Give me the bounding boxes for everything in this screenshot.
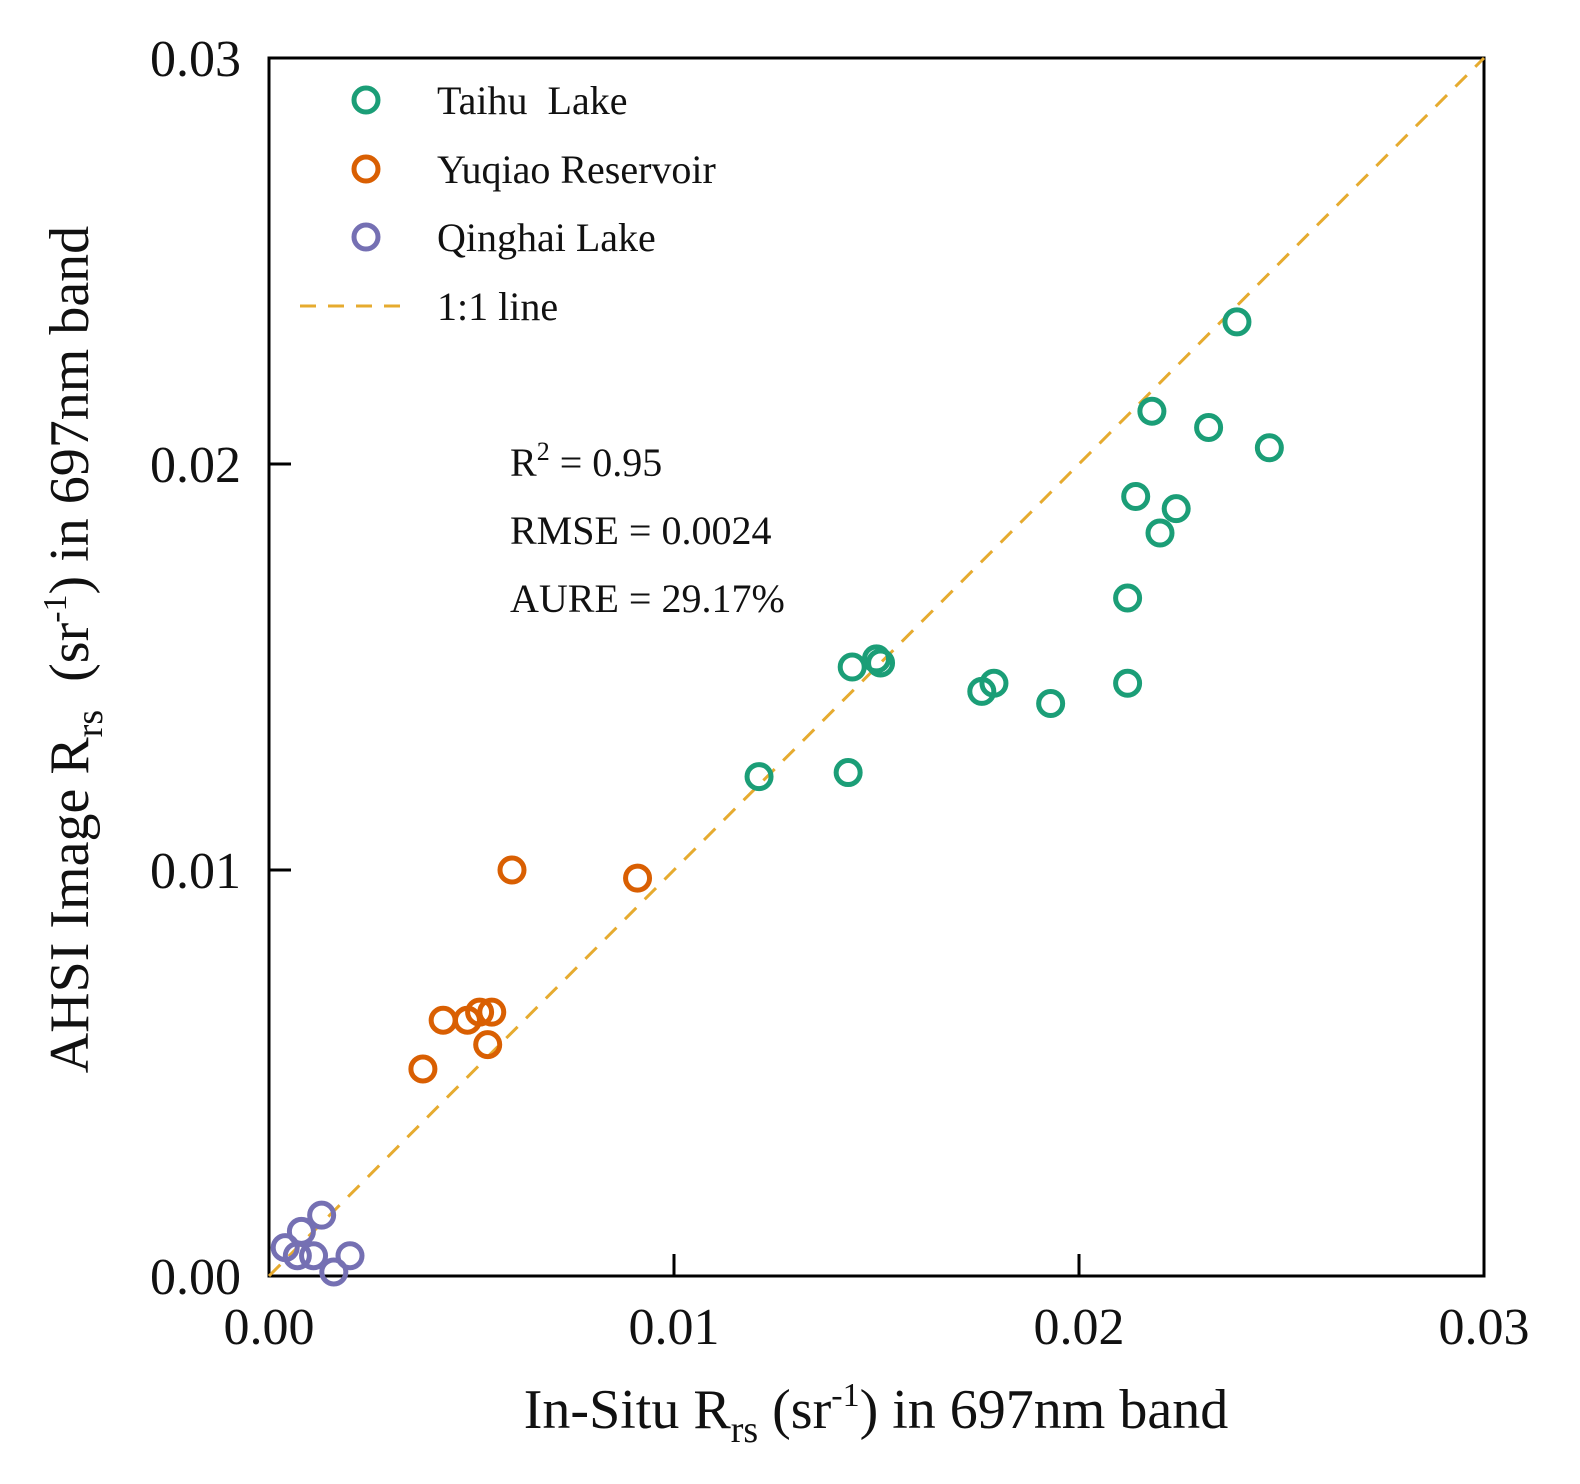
- data-point-series-0: [1194, 412, 1224, 442]
- data-point-series-0: [1036, 689, 1066, 719]
- legend-marker-yuqiao: [351, 154, 381, 184]
- data-point-series-1: [465, 997, 495, 1027]
- legend-label-qinghai: Qinghai Lake: [437, 215, 656, 260]
- y-tick-label: 0.01: [150, 843, 241, 900]
- data-points: [270, 307, 1284, 1287]
- data-point-series-1: [477, 997, 507, 1027]
- stats-annotation: R2 = 0.95 RMSE = 0.0024 AURE = 29.17%: [510, 437, 785, 621]
- y-tick-label: 0.02: [150, 437, 241, 494]
- data-point-series-0: [1113, 583, 1143, 613]
- y-tick-label: 0.00: [150, 1249, 241, 1306]
- data-point-series-0: [1137, 396, 1167, 426]
- data-point-series-0: [1113, 668, 1143, 698]
- one-to-one-line: [267, 56, 1486, 1278]
- rmse-annotation: RMSE = 0.0024: [510, 508, 771, 553]
- x-tick-label: 0.02: [1034, 1299, 1125, 1356]
- y-axis-ticks: 0.00 0.01 0.02 0.03: [150, 31, 291, 1306]
- data-point-series-0: [866, 648, 896, 678]
- data-point-series-2: [299, 1241, 329, 1271]
- data-point-series-0: [862, 644, 891, 674]
- data-point-series-1: [428, 1005, 458, 1035]
- data-point-series-2: [335, 1241, 365, 1271]
- data-point-series-0: [1222, 307, 1252, 337]
- legend-marker-taihu: [351, 85, 381, 115]
- data-point-series-0: [1121, 481, 1151, 511]
- data-point-series-2: [319, 1257, 349, 1287]
- data-point-series-0: [833, 758, 863, 788]
- legend-label-yuqiao: Yuqiao Reservoir: [437, 147, 716, 192]
- data-point-series-1: [623, 863, 653, 893]
- data-point-series-1: [497, 855, 527, 885]
- y-tick-label: 0.03: [150, 31, 241, 88]
- r2-annotation: R2 = 0.95: [510, 437, 662, 485]
- data-point-series-1: [473, 1030, 503, 1060]
- plot-frame: [267, 56, 1486, 1278]
- legend: Taihu Lake Yuqiao Reservoir Qinghai Lake…: [300, 78, 716, 329]
- data-point-series-0: [837, 652, 867, 682]
- data-point-series-0: [1145, 518, 1175, 548]
- aure-annotation: AURE = 29.17%: [510, 576, 785, 621]
- x-tick-label: 0.03: [1439, 1299, 1530, 1356]
- legend-marker-qinghai: [351, 222, 381, 252]
- data-point-series-0: [979, 668, 1009, 698]
- y-axis-title: AHSI Image Rrs (sr-1) in 697nm band: [37, 156, 111, 1168]
- x-axis-title: In-Situ Rrs (sr-1) in 697nm band: [524, 1377, 1228, 1451]
- data-point-series-2: [307, 1200, 337, 1230]
- x-tick-label: 0.01: [629, 1299, 720, 1356]
- data-point-series-0: [1254, 433, 1284, 463]
- legend-label-taihu: Taihu Lake: [437, 78, 627, 123]
- data-point-series-0: [744, 762, 774, 792]
- data-point-series-2: [282, 1241, 312, 1271]
- data-point-series-0: [1161, 494, 1191, 524]
- x-axis-ticks: 0.00 0.01 0.02 0.03: [224, 1254, 1530, 1356]
- legend-label-one-to-one: 1:1 line: [437, 284, 558, 329]
- data-point-series-1: [408, 1054, 438, 1084]
- x-tick-label: 0.00: [224, 1299, 315, 1356]
